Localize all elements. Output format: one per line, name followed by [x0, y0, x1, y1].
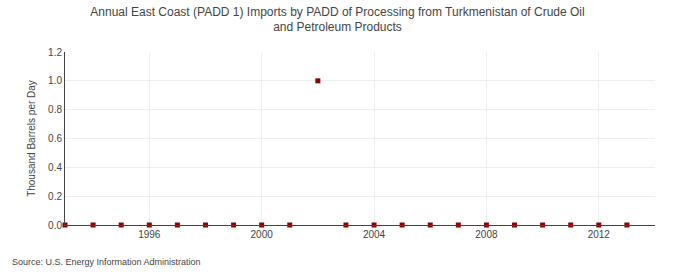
svg-text:1.2: 1.2: [48, 47, 62, 58]
svg-text:Source: U.S. Energy Informatio: Source: U.S. Energy Information Administ…: [12, 257, 201, 267]
svg-text:2012: 2012: [588, 229, 611, 240]
svg-text:0.0: 0.0: [48, 220, 62, 231]
svg-text:1996: 1996: [138, 229, 161, 240]
svg-text:2000: 2000: [251, 229, 274, 240]
svg-text:Thousand Barrels per Day: Thousand Barrels per Day: [26, 80, 37, 197]
svg-text:0.6: 0.6: [48, 133, 62, 144]
svg-text:2004: 2004: [363, 229, 386, 240]
svg-text:Annual East Coast (PADD 1) Imp: Annual East Coast (PADD 1) Imports by PA…: [90, 5, 584, 35]
svg-text:2008: 2008: [475, 229, 498, 240]
svg-text:0.4: 0.4: [48, 162, 62, 173]
svg-text:1.0: 1.0: [48, 75, 62, 86]
svg-text:0.8: 0.8: [48, 104, 62, 115]
svg-text:0.2: 0.2: [48, 191, 62, 202]
